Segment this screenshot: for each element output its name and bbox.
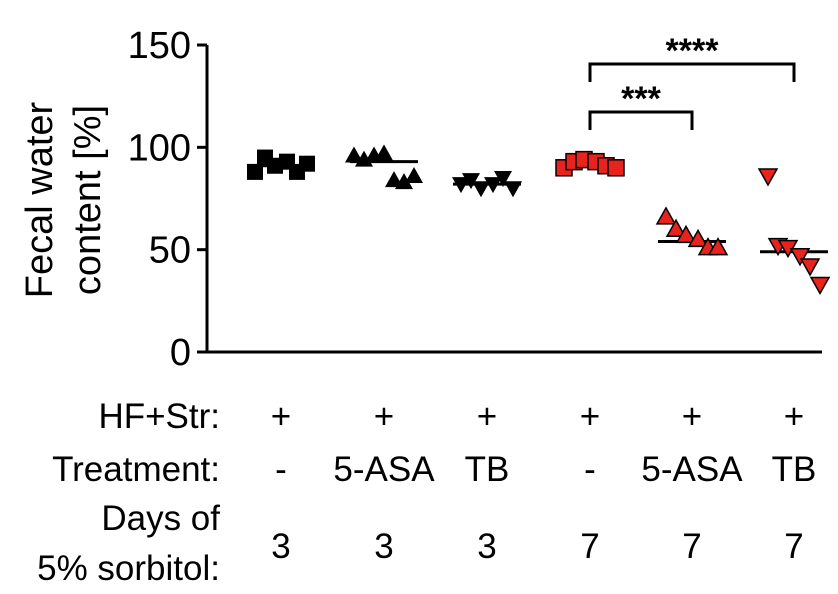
data-point-group-5-1: [655, 206, 677, 225]
significance-bracket-2: [588, 62, 796, 82]
row-label-days-line2: 5% sorbitol:: [37, 549, 220, 588]
data-point-group-5-4: [687, 228, 709, 248]
data-point-group-2-2: [355, 150, 373, 167]
y-tick-label-0: 0: [170, 332, 191, 374]
data-point-group-2-6: [395, 173, 413, 190]
y-tick-label-150: 150: [128, 25, 191, 67]
row-label-hf: HF+Str:: [98, 397, 220, 436]
data-point-group-6-5: [799, 258, 821, 277]
y-axis-title: Fecal water content [%]: [19, 101, 109, 298]
treatment-label-group-6: TB: [772, 450, 817, 489]
hf-label-group-5: +: [682, 397, 702, 436]
data-point-group-6-1: [757, 168, 779, 187]
days-label-group-3: 3: [477, 527, 496, 566]
data-point-group-5-6: [707, 237, 729, 256]
data-point-group-2-4: [375, 144, 393, 161]
data-point-group-3-4: [484, 177, 502, 194]
y-tick-label-100: 100: [128, 127, 191, 169]
y-axis-title-line2: content [%]: [67, 105, 109, 295]
data-point-group-6-4: [789, 248, 811, 267]
significance-brackets: *******: [588, 32, 796, 130]
treatment-label-group-2: 5-ASA: [333, 450, 435, 489]
treatment-label-group-1: -: [275, 450, 287, 489]
y-tick-label-50: 50: [149, 230, 191, 272]
data-point-group-3-6: [504, 181, 522, 198]
treatment-label-group-3: TB: [465, 450, 510, 489]
data-point-group-3-5: [494, 171, 512, 188]
data-point-group-2-7: [405, 166, 423, 183]
hf-label-group-3: +: [477, 397, 497, 436]
hf-label-group-1: +: [271, 397, 291, 436]
significance-label-1: ***: [621, 80, 661, 118]
data-point-group-5-3: [675, 224, 697, 244]
data-point-group-3-2: [462, 173, 480, 190]
days-label-group-1: 3: [271, 527, 290, 566]
days-label-group-5: 7: [682, 527, 701, 566]
treatment-label-group-5: 5-ASA: [641, 450, 743, 489]
row-label-days-line1: Days of: [101, 499, 220, 538]
data-marks: [247, 144, 831, 295]
treatment-label-group-4: -: [584, 450, 596, 489]
group-condition-rows: + - 3 +5-ASA 3 + TB 3 + - 7 +5-ASA 7 + TB 7: [271, 397, 817, 566]
data-point-group-4-6: [607, 159, 625, 177]
data-point-group-5-2: [665, 218, 687, 237]
hf-label-group-2: +: [374, 397, 394, 436]
days-label-group-6: 7: [784, 527, 803, 566]
data-point-group-3-1: [452, 177, 470, 194]
axes: 0 50 100 150: [128, 25, 822, 374]
hf-label-group-4: +: [580, 397, 600, 436]
significance-label-2: ****: [666, 32, 720, 70]
hf-label-group-6: +: [784, 397, 804, 436]
data-point-group-6-6: [809, 276, 831, 295]
row-label-treatment: Treatment:: [52, 450, 220, 489]
data-point-group-2-1: [345, 146, 363, 163]
y-axis-title-line1: Fecal water: [19, 101, 61, 298]
significance-bracket-1: [588, 110, 694, 130]
days-label-group-4: 7: [580, 527, 599, 566]
data-point-group-3-3: [472, 181, 490, 198]
data-point-group-1-6: [299, 155, 315, 172]
days-label-group-2: 3: [374, 527, 393, 566]
data-point-group-1-1: [247, 163, 263, 180]
